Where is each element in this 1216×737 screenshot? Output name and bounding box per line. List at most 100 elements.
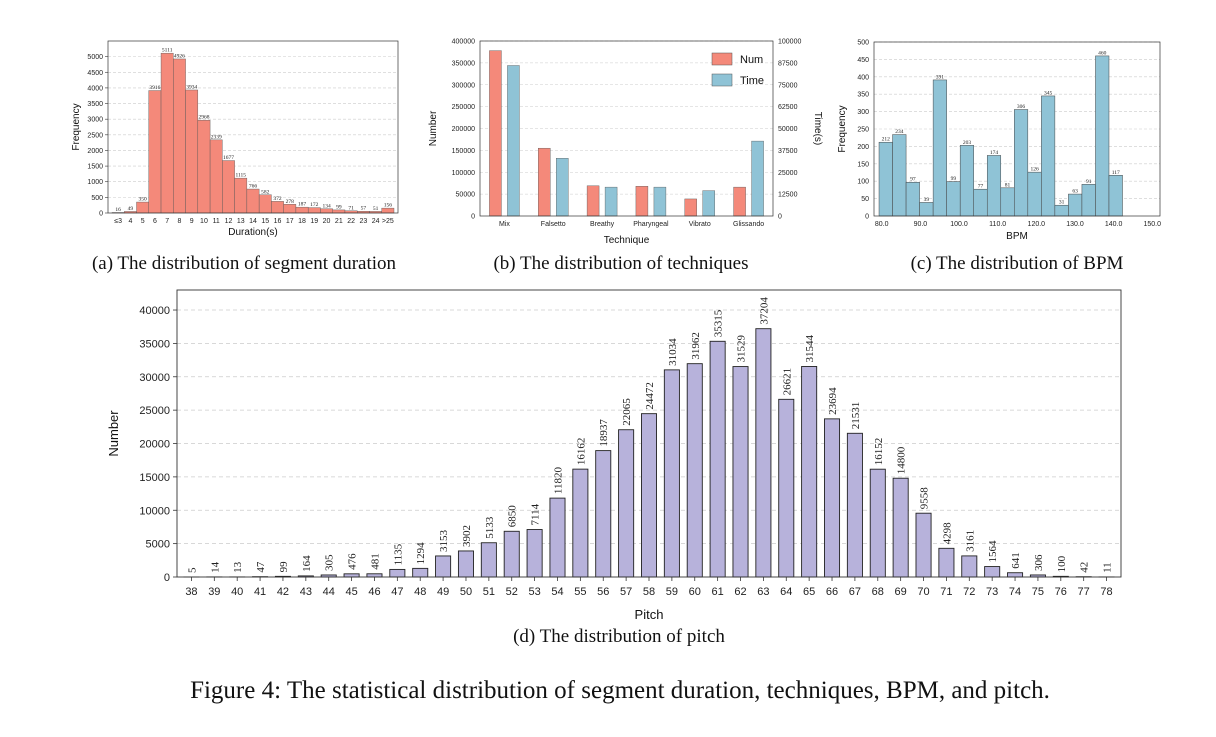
- bar: [663, 369, 680, 578]
- data-label: 9558: [919, 487, 931, 510]
- x-tick-label: 120.0: [1028, 221, 1046, 228]
- bar: [173, 58, 186, 214]
- bar: [209, 139, 223, 214]
- x-tick-label: Pharyngeal: [633, 221, 669, 228]
- bar: [618, 429, 635, 578]
- bar: [148, 90, 162, 214]
- bar: [1068, 193, 1083, 217]
- y-tick-label: 50: [861, 196, 869, 203]
- data-label: 234: [895, 129, 904, 135]
- x-tick-label: 140.0: [1105, 221, 1123, 228]
- x-tick-label: 71: [940, 586, 952, 598]
- y-tick-label: 40000: [139, 305, 170, 317]
- x-axis-label: BPM: [1006, 231, 1028, 242]
- data-label: 3153: [438, 529, 450, 552]
- data-label: 278: [286, 199, 295, 205]
- x-tick-label: 76: [1055, 586, 1067, 598]
- bar: [222, 160, 235, 214]
- x-tick-label: 80.0: [875, 221, 889, 228]
- bar: [343, 573, 360, 578]
- bar-num: [635, 186, 649, 217]
- x-tick-label: 51: [483, 586, 495, 598]
- x-tick-label: 90.0: [914, 221, 928, 228]
- bar: [389, 568, 406, 578]
- data-label: 71: [348, 205, 354, 211]
- bar: [801, 366, 818, 578]
- bar: [709, 340, 726, 578]
- data-label: 14: [209, 561, 221, 573]
- data-label: 1677: [223, 155, 234, 161]
- y-tick-label: 400000: [452, 39, 475, 46]
- data-label: 3161: [964, 530, 976, 552]
- data-label: 212: [882, 137, 891, 143]
- y-tick-label: 50000: [456, 192, 476, 199]
- x-tick-label: 22: [347, 218, 355, 225]
- bar: [959, 145, 974, 217]
- y-tick-label: 350000: [452, 60, 475, 67]
- data-label: 22065: [621, 398, 633, 426]
- x-tick-label: 67: [849, 586, 861, 598]
- bar: [915, 512, 932, 578]
- data-label: 63: [1072, 189, 1078, 195]
- data-label: 91: [1086, 179, 1092, 185]
- x-tick-label: 73: [986, 586, 998, 598]
- data-label: 7114: [530, 503, 542, 525]
- data-label: 5: [186, 567, 198, 573]
- x-tick-label: 77: [1078, 586, 1090, 598]
- data-label: 6850: [507, 505, 519, 528]
- bar-time: [556, 158, 569, 217]
- y2-tick-label: 62500: [778, 104, 798, 111]
- x-tick-label: 100.0: [950, 221, 968, 228]
- bar: [984, 566, 1001, 578]
- bar: [973, 188, 988, 217]
- y-tick-label: 150000: [452, 148, 475, 155]
- bar-time: [751, 140, 764, 217]
- data-label: 1115: [235, 173, 246, 179]
- data-label: 126: [1030, 167, 1039, 173]
- bar: [185, 89, 199, 214]
- x-tick-label: 15: [261, 218, 269, 225]
- x-tick-label: 47: [391, 586, 403, 598]
- bar: [905, 181, 920, 217]
- x-tick-label: 19: [310, 218, 318, 225]
- data-label: 345: [1044, 90, 1053, 96]
- x-tick-label: >25: [382, 218, 394, 225]
- plot-frame: [873, 41, 1161, 217]
- x-tick-label: Glissando: [733, 221, 764, 228]
- bar: [307, 207, 321, 214]
- x-tick-label: 65: [803, 586, 815, 598]
- data-label: 372: [273, 196, 282, 202]
- y-tick-label: 5000: [87, 54, 103, 61]
- x-tick-label: 52: [506, 586, 518, 598]
- bar: [457, 550, 474, 578]
- data-label: 24472: [644, 382, 656, 410]
- y-tick-label: 3500: [87, 101, 103, 108]
- bar: [755, 328, 772, 578]
- x-axis-label: Duration(s): [228, 227, 277, 238]
- bar: [1007, 572, 1024, 578]
- y2-tick-label: 37500: [778, 148, 798, 155]
- bar: [283, 204, 297, 214]
- bar: [1041, 95, 1056, 217]
- bar: [932, 79, 947, 217]
- x-tick-label: ≤3: [114, 218, 122, 225]
- x-tick-label: 41: [254, 586, 266, 598]
- bar: [271, 201, 284, 214]
- bar: [641, 413, 657, 578]
- caption-d: (d) The distribution of pitch: [513, 626, 725, 647]
- data-label: 306: [1017, 104, 1026, 110]
- data-label: 117: [1112, 170, 1120, 176]
- y2-tick-label: 87500: [778, 60, 798, 67]
- x-tick-label: 53: [528, 586, 540, 598]
- data-label: 5133: [484, 516, 496, 539]
- x-tick-label: 46: [368, 586, 380, 598]
- y-tick-label: 2000: [87, 148, 103, 155]
- data-label: 77: [978, 184, 984, 190]
- bar: [824, 418, 841, 578]
- x-tick-label: Mix: [499, 221, 510, 228]
- y-axis-label: Number: [428, 110, 439, 146]
- y2-tick-label: 75000: [778, 82, 798, 89]
- data-label: 99: [336, 204, 342, 210]
- x-tick-label: 68: [872, 586, 884, 598]
- x-tick-label: 4: [128, 218, 132, 225]
